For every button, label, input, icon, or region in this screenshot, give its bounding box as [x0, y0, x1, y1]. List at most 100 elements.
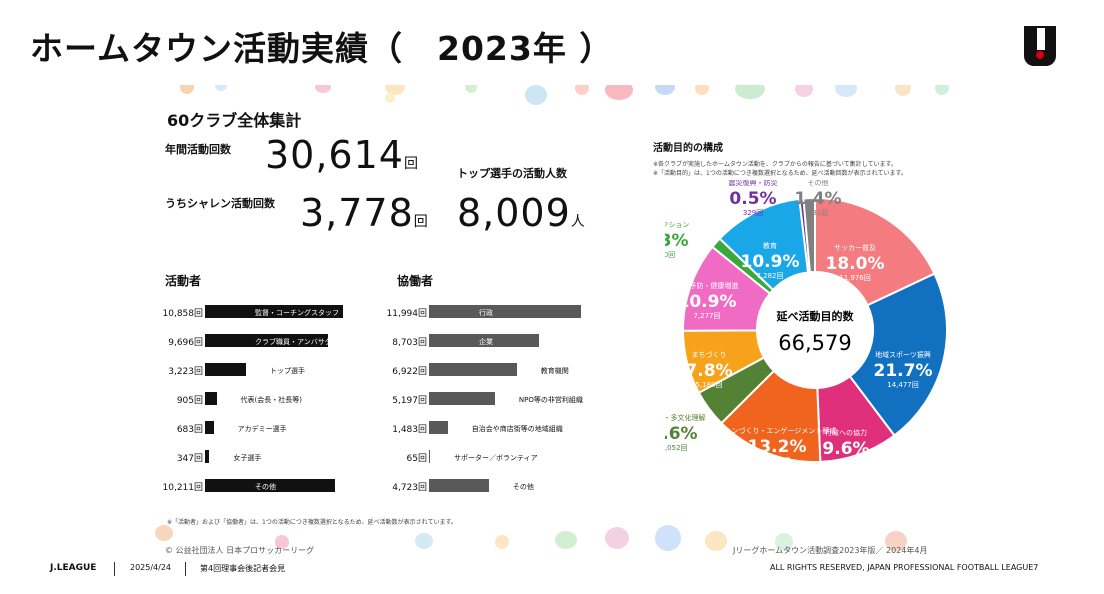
- donut-slice: [802, 196, 816, 274]
- slice-percent: 9.6%: [822, 439, 869, 459]
- partner-row-label: NPO等の非営利組織: [518, 396, 583, 404]
- summary-heading: 60クラブ全体集計: [167, 111, 302, 130]
- actors-heading: 活動者: [165, 274, 202, 288]
- slice-count: 329回: [743, 209, 763, 217]
- decor-dot: [795, 85, 813, 97]
- footer: J.LEAGUE 2025/4/24 第4回理事会後記者会見 ALL RIGHT…: [0, 563, 1104, 579]
- actor-row-bar: [205, 334, 329, 347]
- partners-heading: 協働者: [397, 274, 434, 288]
- annual-unit: 回: [403, 156, 418, 172]
- actor-row-bar: [205, 305, 343, 318]
- footer-brand: J.LEAGUE: [50, 563, 97, 573]
- slice-name: 多様性・多文化理解: [665, 413, 706, 422]
- slice-percent: 1.3%: [665, 231, 689, 251]
- partner-row-value: 4,723回: [392, 483, 427, 493]
- actor-row-value: 10,211回: [162, 483, 204, 493]
- top-label: トップ選手の活動人数: [457, 167, 567, 180]
- actor-row-label: 監督・コーチングスタッフ: [255, 309, 339, 317]
- footer-divider: [185, 562, 186, 576]
- donut-label: 教育 10.9%7,282回: [741, 241, 800, 280]
- slice-name: ファンづくり・エンゲージメント醸成: [718, 426, 837, 435]
- decor-dot: [385, 85, 405, 95]
- decor-dot: [575, 85, 589, 95]
- partner-row-bar: [429, 421, 448, 434]
- decor-dot: [655, 85, 675, 95]
- partner-row-bar: [429, 392, 495, 405]
- donut-label: 気候アクション 1.3%890回: [665, 220, 689, 259]
- actor-row-bar: [205, 421, 214, 434]
- shaleen-stat: 3,778回: [300, 191, 428, 235]
- actor-row-bar: [205, 479, 335, 492]
- slice-percent: 7.8%: [685, 361, 732, 381]
- decor-dot: [775, 533, 793, 551]
- decor-dot: [655, 525, 681, 551]
- donut-label: 地域スポーツ振興 21.7%14,477回: [874, 350, 933, 389]
- decor-dot: [180, 85, 194, 94]
- slice-percent: 18.0%: [826, 254, 885, 274]
- decor-dot: [155, 525, 173, 541]
- slice-count: 7,282回: [756, 272, 783, 280]
- actor-row-bar: [205, 392, 217, 405]
- footer-rights: ALL RIGHTS RESERVED, JAPAN PROFESSIONAL …: [770, 563, 1038, 572]
- top-stat: 8,009人: [457, 191, 585, 235]
- shaleen-label: うちシャレン活動回数: [165, 197, 275, 210]
- jleague-logo-icon: [1024, 26, 1056, 66]
- actor-row-value: 9,696回: [168, 338, 203, 348]
- partner-row-value: 6,922回: [392, 367, 427, 377]
- partner-row-value: 11,994回: [386, 309, 428, 319]
- decor-dot: [935, 85, 949, 95]
- slice-percent: 0.5%: [729, 189, 776, 209]
- donut-label: 多様性・多文化理解 4.6%3,052回: [665, 413, 706, 452]
- slice-name: 教育: [763, 241, 777, 250]
- decor-dot: [415, 533, 433, 549]
- decor-dot: [605, 85, 633, 100]
- slice-name: 震災復興・防災: [729, 180, 778, 187]
- decor-dot: [315, 85, 331, 93]
- slice-percent: 21.7%: [874, 361, 933, 381]
- purpose-heading: 活動目的の構成: [653, 143, 723, 154]
- partner-row-value: 1,483回: [392, 425, 427, 435]
- decor-dot: [525, 85, 547, 105]
- footer-meeting: 第4回理事会後記者会見: [200, 564, 286, 573]
- slice-name: 行政への協力: [825, 428, 867, 437]
- donut-label: 震災復興・防災 0.5%329回: [729, 180, 778, 217]
- partner-row-bar: [429, 363, 517, 376]
- partner-row-bar: [429, 334, 540, 347]
- bottom-note: ※「活動者」および「協働者」は、1つの活動につき複数選択となるため、延べ活動数が…: [167, 519, 457, 526]
- slice-count: 931回: [808, 209, 828, 217]
- slice-percent: 1.4%: [794, 189, 841, 209]
- actor-row-label: 代表(会長・社長等): [240, 396, 302, 404]
- donut-center-label: 延べ活動目的数: [776, 309, 855, 323]
- annual-value: 30,614: [265, 133, 404, 177]
- slice-name: 地域スポーツ振興: [875, 350, 931, 359]
- footer-divider: [114, 562, 115, 576]
- decor-dot: [835, 85, 857, 97]
- actor-row-value: 683回: [176, 425, 203, 435]
- purpose-note-1: ※各クラブが実施したホームタウン活動を、クラブからの報告に基づいて集計しています…: [653, 161, 897, 168]
- donut-label: サッカー普及 18.0%11,976回: [826, 243, 885, 282]
- decor-dot: [605, 527, 629, 549]
- decor-dot: [705, 531, 727, 551]
- partner-row-bar: [429, 305, 581, 318]
- top-value: 8,009: [457, 191, 571, 235]
- slice-count: 890回: [665, 251, 675, 259]
- purpose-note-2: ※「活動目的」は、1つの活動につき複数選択となるため、延べ活動回数が表示されてい…: [653, 170, 907, 177]
- shaleen-unit: 回: [413, 214, 428, 230]
- decor-dot: [885, 531, 907, 551]
- actor-row-bar: [205, 363, 246, 376]
- partner-row-value: 65回: [406, 454, 427, 464]
- inner-copyright: © 公益社団法人 日本プロサッカーリーグ: [165, 546, 315, 555]
- slice-count: 8,776回: [763, 457, 790, 465]
- slice-percent: 10.9%: [741, 252, 800, 272]
- shaleen-value: 3,778: [300, 191, 414, 235]
- actor-row-label: その他: [255, 483, 276, 491]
- decor-dot: [275, 535, 289, 549]
- slice-count: 7,277回: [693, 312, 720, 320]
- donut-slice: [814, 196, 936, 307]
- slice-name: 気候アクション: [665, 220, 689, 229]
- donut-label: まちづくり 7.8%5,180回: [685, 350, 732, 389]
- slice-count: 11,976回: [839, 274, 871, 282]
- actor-row-bar: [205, 450, 210, 463]
- annual-label: 年間活動回数: [165, 143, 231, 156]
